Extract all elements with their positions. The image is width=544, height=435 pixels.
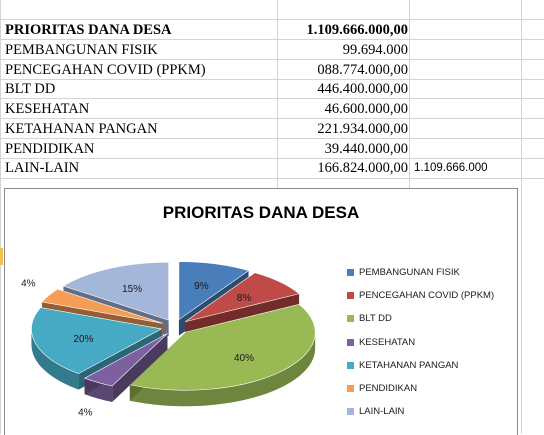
row-gridline: [0, 59, 544, 60]
pie-slice-percent-label: 40%: [234, 353, 254, 364]
legend-item: PENDIDIKAN: [347, 383, 513, 406]
chart-legend: PEMBANGUNAN FISIK PENCEGAHAN COVID (PPKM)…: [347, 267, 513, 429]
pie-slice-percent-label: 8%: [237, 293, 252, 304]
legend-label: LAIN-LAIN: [359, 406, 405, 418]
pie-chart[interactable]: PRIORITAS DANA DESA 9% 8% 40% 4% 20% 4% 15% PE…: [4, 188, 518, 435]
legend-swatch: [347, 269, 354, 276]
pie-plot-area: 9% 8% 40% 4% 20% 4% 15%: [21, 261, 316, 418]
row-gridline: [0, 158, 544, 159]
legend-swatch: [347, 315, 354, 323]
row-label-cell[interactable]: LAIN-LAIN: [5, 160, 80, 176]
row-selection-marker: [0, 248, 3, 265]
pie-slice-kesehatan[interactable]: [83, 333, 168, 402]
column-gridline: [0, 0, 1, 434]
legend-label: PENDIDIKAN: [359, 382, 418, 394]
row-gridline: [0, 79, 544, 80]
row-value-cell[interactable]: 166.824.000,00: [317, 160, 408, 176]
row-label-cell[interactable]: PEMBANGUNAN FISIK: [5, 42, 158, 58]
pie-slice-percent-label: 20%: [73, 334, 93, 345]
row-label-cell[interactable]: PENDIDIKAN: [5, 141, 95, 157]
header-label-cell[interactable]: PRIORITAS DANA DESA: [5, 22, 172, 38]
legend-label: PEMBANGUNAN FISIK: [359, 267, 460, 278]
header-total-cell[interactable]: 1.109.666.000,00: [306, 22, 409, 38]
legend-label: BLT DD: [359, 313, 392, 325]
row-value-cell[interactable]: 46.600.000,00: [324, 101, 408, 117]
chart-title: PRIORITAS DANA DESA: [162, 203, 360, 222]
row-gridline: [0, 98, 544, 99]
row-gridline: [0, 118, 544, 119]
column-gridline: [521, 0, 522, 434]
row-label-cell[interactable]: KETAHANAN PANGAN: [5, 121, 158, 137]
row-value-cell[interactable]: 446.400.000,00: [317, 81, 408, 97]
legend-label: PENCEGAHAN COVID (PPKM): [359, 290, 495, 302]
row-label-cell[interactable]: PENCEGAHAN COVID (PPKM): [5, 62, 206, 78]
row-gridline: [0, 19, 544, 20]
legend-item: KESEHATAN: [347, 337, 513, 360]
legend-item: LAIN-LAIN: [347, 406, 513, 429]
legend-item: KETAHANAN PANGAN: [347, 360, 513, 383]
row-value-cell[interactable]: 39.440.000,00: [324, 141, 408, 157]
row-value-cell[interactable]: 99.694.000: [342, 42, 408, 58]
pie-slice-percent-label: 4%: [21, 278, 36, 289]
legend-swatch: [347, 384, 354, 392]
extra-total-cell[interactable]: 1.109.666.000: [414, 162, 488, 174]
pie-slice-percent-label: 15%: [122, 284, 142, 295]
legend-item: BLT DD: [347, 313, 513, 336]
legend-swatch: [347, 338, 354, 346]
pie-slice-blt-dd[interactable]: [129, 304, 316, 407]
row-label-cell[interactable]: KESEHATAN: [5, 101, 90, 117]
legend-swatch: [347, 292, 354, 300]
row-value-cell[interactable]: 088.774.000,00: [317, 62, 408, 78]
pie-slice-percent-label: 9%: [194, 281, 209, 292]
pie-slice-percent-label: 4%: [78, 407, 93, 418]
legend-swatch: [347, 361, 354, 369]
legend-swatch: [347, 408, 354, 416]
row-value-cell[interactable]: 221.934.000,00: [317, 121, 408, 137]
legend-label: KETAHANAN PANGAN: [359, 359, 459, 371]
legend-item: PEMBANGUNAN FISIK: [347, 267, 513, 290]
row-gridline: [0, 178, 544, 179]
row-gridline: [0, 138, 544, 139]
legend-label: KESEHATAN: [359, 336, 416, 348]
row-label-cell[interactable]: BLT DD: [5, 81, 56, 97]
legend-item: PENCEGAHAN COVID (PPKM): [347, 290, 513, 313]
row-gridline: [0, 39, 544, 40]
